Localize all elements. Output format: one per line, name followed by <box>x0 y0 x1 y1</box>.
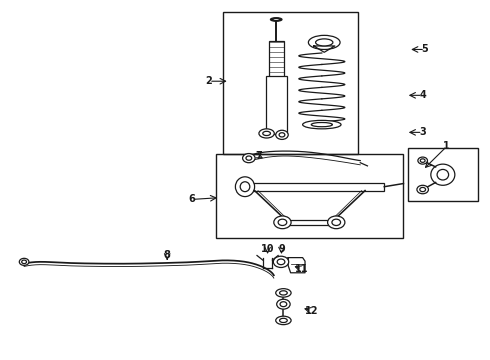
Ellipse shape <box>332 219 341 225</box>
Ellipse shape <box>277 299 290 309</box>
Ellipse shape <box>263 131 270 136</box>
Ellipse shape <box>276 289 291 297</box>
Bar <box>269 41 284 78</box>
Ellipse shape <box>316 39 333 46</box>
Bar <box>223 13 358 154</box>
Ellipse shape <box>280 302 287 307</box>
Bar <box>408 148 478 201</box>
Ellipse shape <box>270 18 282 21</box>
Ellipse shape <box>22 260 26 264</box>
Text: 3: 3 <box>419 127 426 138</box>
Bar <box>216 153 403 238</box>
Text: 6: 6 <box>189 194 196 204</box>
Ellipse shape <box>276 316 291 325</box>
Ellipse shape <box>246 156 252 160</box>
Ellipse shape <box>431 164 455 185</box>
Ellipse shape <box>240 182 250 192</box>
Ellipse shape <box>311 122 332 127</box>
Bar <box>283 220 334 225</box>
Ellipse shape <box>418 157 427 164</box>
Text: 7: 7 <box>255 151 262 161</box>
Ellipse shape <box>272 18 280 21</box>
Ellipse shape <box>259 129 274 138</box>
Ellipse shape <box>420 188 425 192</box>
Ellipse shape <box>280 318 287 323</box>
Text: 11: 11 <box>295 264 308 274</box>
Ellipse shape <box>19 258 29 265</box>
Text: 9: 9 <box>278 244 285 254</box>
Ellipse shape <box>278 219 287 225</box>
Ellipse shape <box>308 35 340 49</box>
Text: 2: 2 <box>206 76 212 86</box>
Ellipse shape <box>328 216 345 229</box>
Ellipse shape <box>277 259 285 265</box>
Ellipse shape <box>273 256 289 267</box>
Ellipse shape <box>243 153 255 163</box>
Bar <box>250 183 384 190</box>
Text: 10: 10 <box>261 244 274 254</box>
Text: 12: 12 <box>304 306 318 315</box>
Text: 1: 1 <box>443 141 450 152</box>
Ellipse shape <box>274 216 291 229</box>
Ellipse shape <box>417 185 428 194</box>
Text: 8: 8 <box>164 251 171 261</box>
Ellipse shape <box>280 291 287 295</box>
Ellipse shape <box>235 177 255 197</box>
Bar <box>266 76 287 134</box>
Ellipse shape <box>276 130 288 139</box>
Ellipse shape <box>420 159 425 162</box>
Text: 4: 4 <box>419 90 426 100</box>
Ellipse shape <box>437 170 449 180</box>
Ellipse shape <box>279 133 285 137</box>
Text: 5: 5 <box>422 45 428 54</box>
Ellipse shape <box>303 120 341 129</box>
